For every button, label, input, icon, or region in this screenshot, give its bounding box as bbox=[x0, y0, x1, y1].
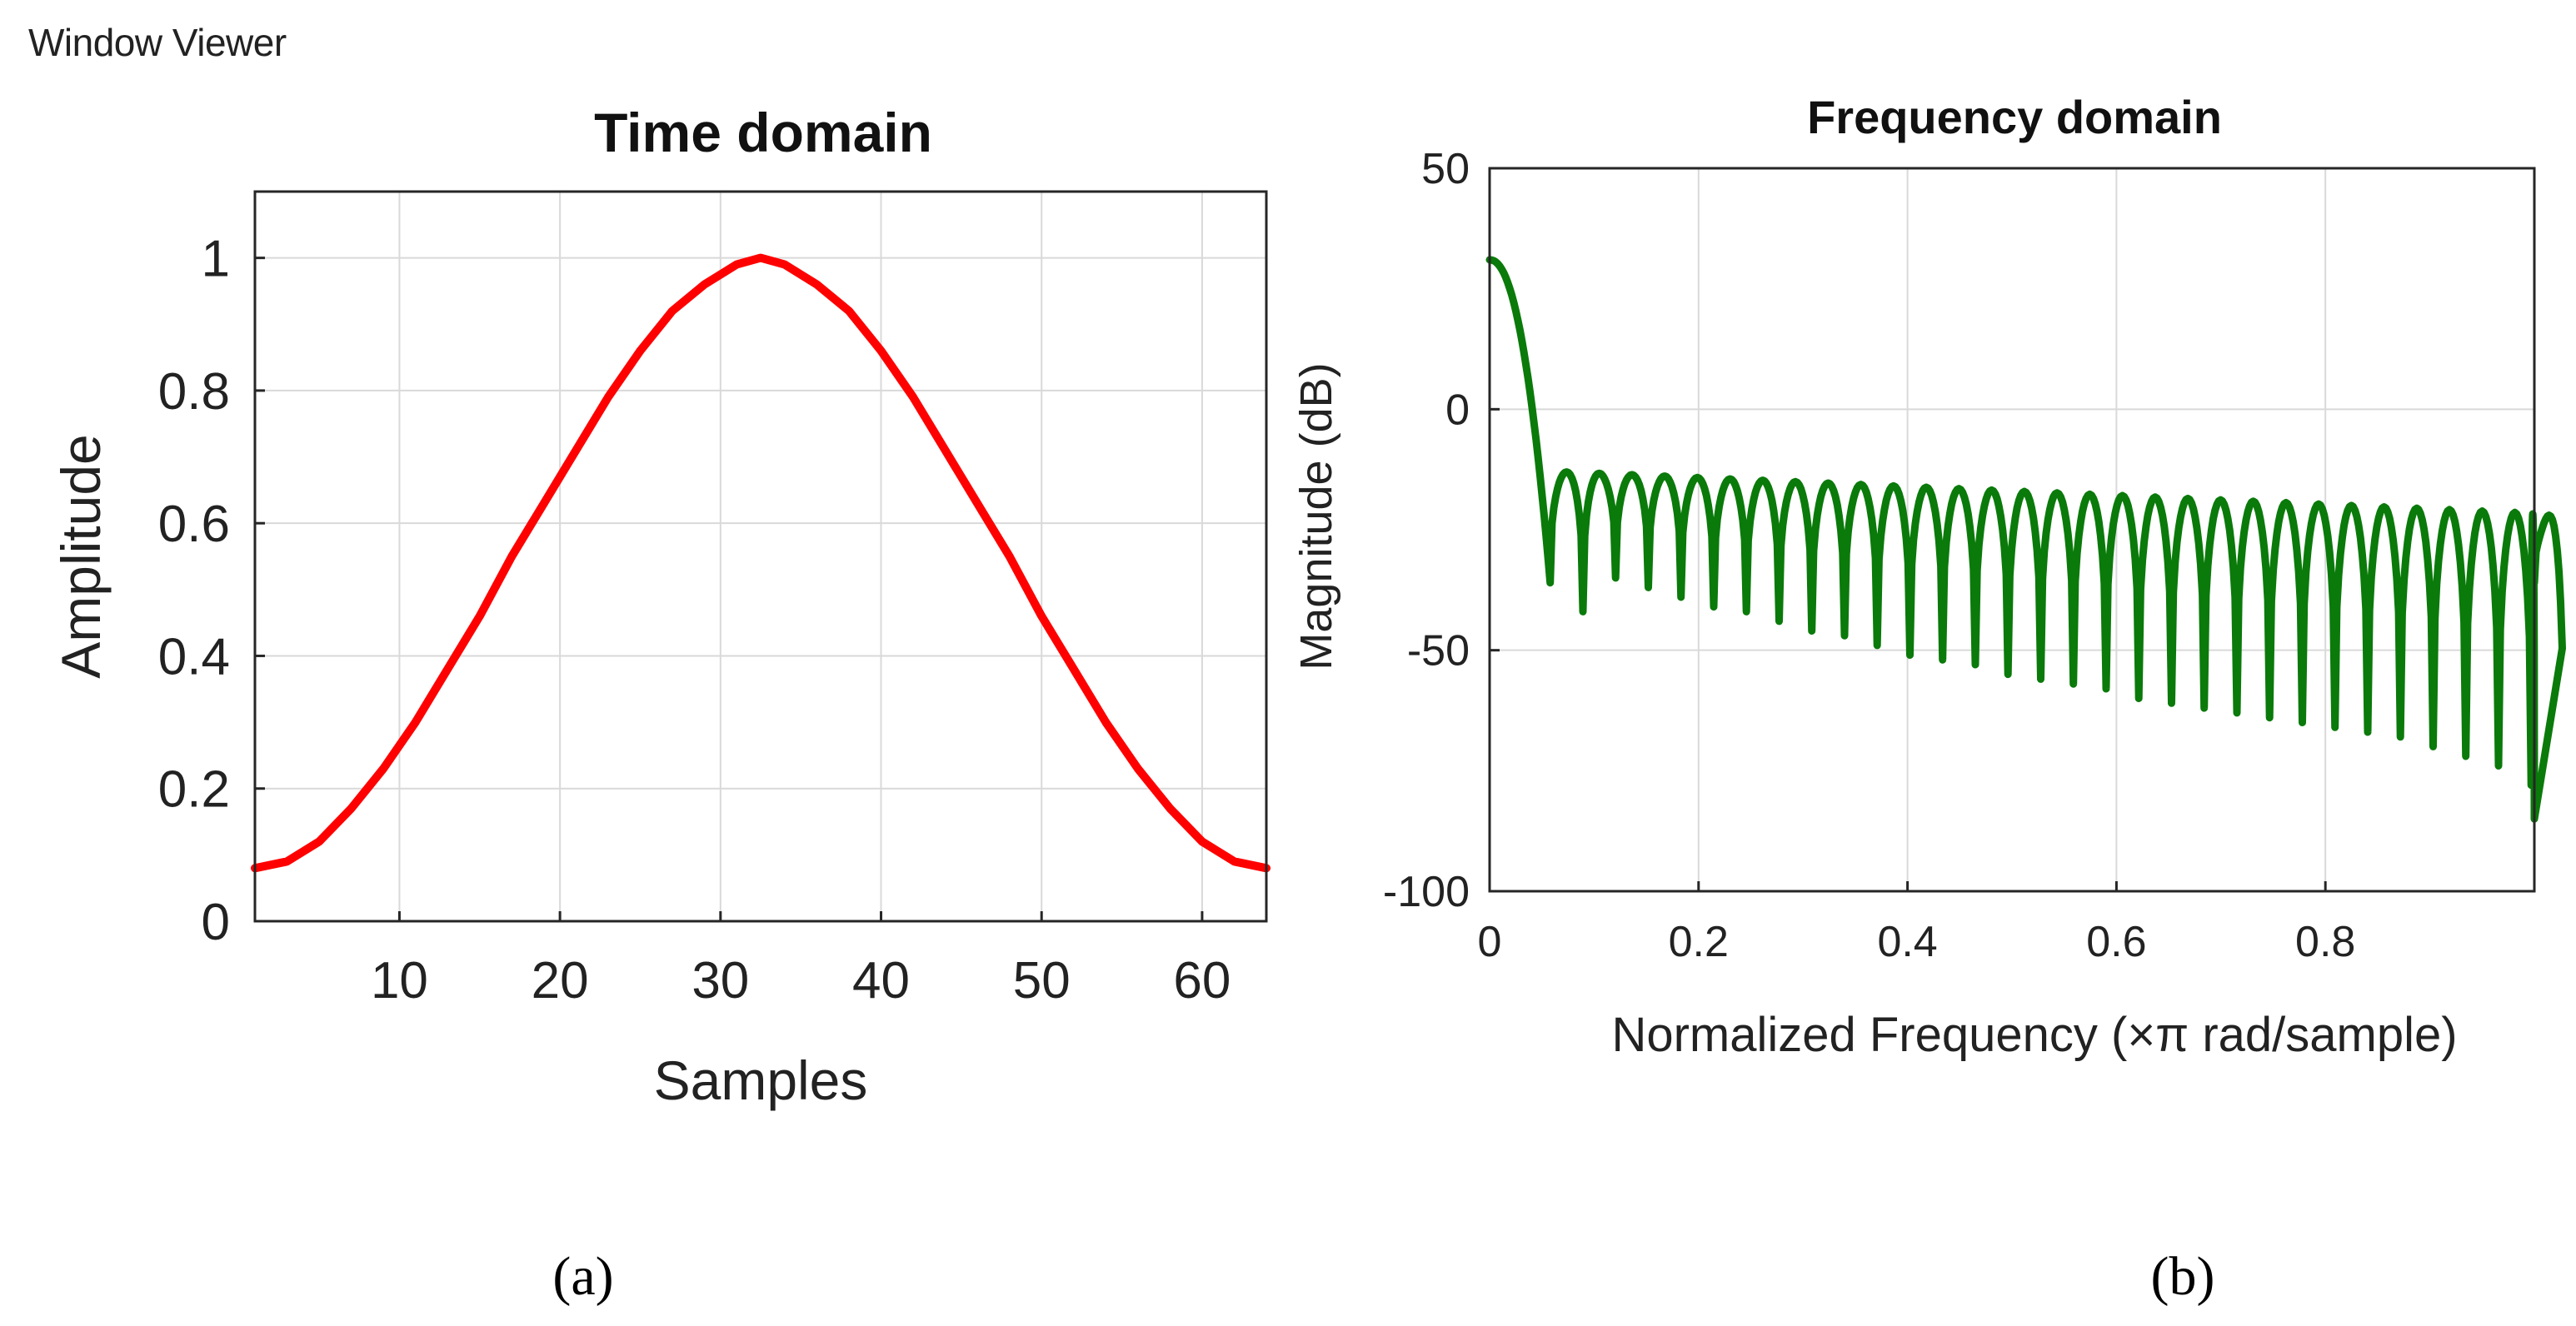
time-domain-y-tick-label: 0.6 bbox=[158, 496, 230, 553]
frequency-domain-series-line bbox=[1485, 256, 2566, 823]
frequency-domain-axes-box bbox=[1488, 167, 2536, 893]
time-domain-y-tick-label: 1 bbox=[202, 231, 230, 288]
frequency-domain-panel: Frequency domain 0 0.2 0.4 0.6 0.8 -100 -50 0 5… bbox=[1291, 91, 2566, 1307]
time-domain-panel: Time domain 10 20 30 40 50 60 00.20.40.60.81 … bbox=[50, 102, 1271, 1307]
caption-b: (b) bbox=[2151, 1246, 2215, 1307]
time-domain-y-label: Amplitude bbox=[50, 434, 112, 679]
time-domain-x-tick-label: 50 bbox=[1013, 952, 1071, 1009]
frequency-domain-x-tick-label: 0.2 bbox=[1669, 918, 1729, 966]
frequency-domain-y-tick-label: -50 bbox=[1407, 627, 1470, 675]
time-domain-x-tick-label: 30 bbox=[691, 952, 749, 1009]
frequency-domain-x-ticks: 0 0.2 0.4 0.6 0.8 bbox=[1478, 881, 2355, 966]
time-domain-y-tick-label: 0.4 bbox=[158, 628, 230, 685]
frequency-domain-x-tick-label: 0.8 bbox=[2295, 918, 2355, 966]
time-domain-y-tick-label: 0.8 bbox=[158, 363, 230, 421]
caption-a: (a) bbox=[552, 1246, 613, 1307]
time-domain-x-tick-label: 20 bbox=[532, 952, 589, 1009]
time-domain-plot bbox=[251, 253, 1271, 873]
time-domain-y-ticks: 0 0.2 0.4 0.6 0.8 1 bbox=[158, 231, 265, 951]
frequency-domain-y-tick-label: 50 bbox=[1421, 145, 1470, 193]
time-domain-grid bbox=[255, 192, 1266, 921]
frequency-domain-y-tick-label: -100 bbox=[1383, 868, 1470, 916]
frequency-domain-y-label: Magnitude (dB) bbox=[1291, 362, 1341, 670]
time-domain-title: Time domain bbox=[594, 102, 932, 163]
frequency-domain-y-tick-label: 0 bbox=[1445, 386, 1470, 434]
frequency-domain-y-ticks: -100 -50 0 50 bbox=[1383, 145, 1500, 916]
time-domain-x-tick-label: 40 bbox=[852, 952, 910, 1009]
time-domain-x-tick-label: 10 bbox=[371, 952, 428, 1009]
time-domain-axes-box bbox=[253, 190, 1268, 923]
time-domain-series-line bbox=[251, 253, 1271, 873]
frequency-domain-x-tick-label: 0.4 bbox=[1877, 918, 1937, 966]
time-domain-y-tick-label: 0.2 bbox=[158, 761, 230, 819]
time-domain-x-tick-label: 60 bbox=[1173, 952, 1231, 1009]
frequency-domain-title: Frequency domain bbox=[1807, 91, 2222, 143]
frequency-domain-plot bbox=[1485, 256, 2566, 823]
time-domain-x-ticks: 10 20 30 40 50 60 bbox=[371, 911, 1231, 1009]
window-title: Window Viewer bbox=[28, 21, 287, 64]
time-domain-y-tick-label: 0 bbox=[202, 894, 230, 951]
frequency-domain-x-label: Normalized Frequency (×π rad/sample) bbox=[1611, 1008, 2457, 1062]
frequency-domain-x-tick-label: 0 bbox=[1478, 918, 1502, 966]
frequency-domain-x-tick-label: 0.6 bbox=[2086, 918, 2146, 966]
time-domain-x-label: Samples bbox=[654, 1049, 868, 1111]
